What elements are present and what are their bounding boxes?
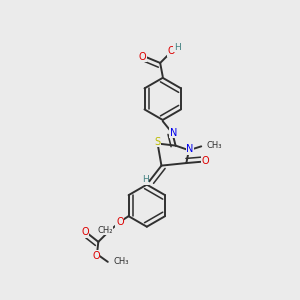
Text: H: H — [174, 43, 181, 52]
Text: S: S — [154, 137, 161, 147]
Text: N: N — [186, 144, 194, 154]
Text: CH₃: CH₃ — [113, 257, 129, 266]
Text: H: H — [142, 175, 149, 184]
Text: O: O — [202, 156, 209, 166]
Text: CH₃: CH₃ — [207, 141, 222, 150]
Text: O: O — [81, 227, 89, 237]
Text: O: O — [92, 251, 100, 261]
Text: O: O — [139, 52, 146, 61]
Text: O: O — [167, 46, 175, 56]
Text: N: N — [170, 128, 178, 137]
Text: CH₂: CH₂ — [97, 226, 113, 235]
Text: O: O — [116, 217, 124, 227]
